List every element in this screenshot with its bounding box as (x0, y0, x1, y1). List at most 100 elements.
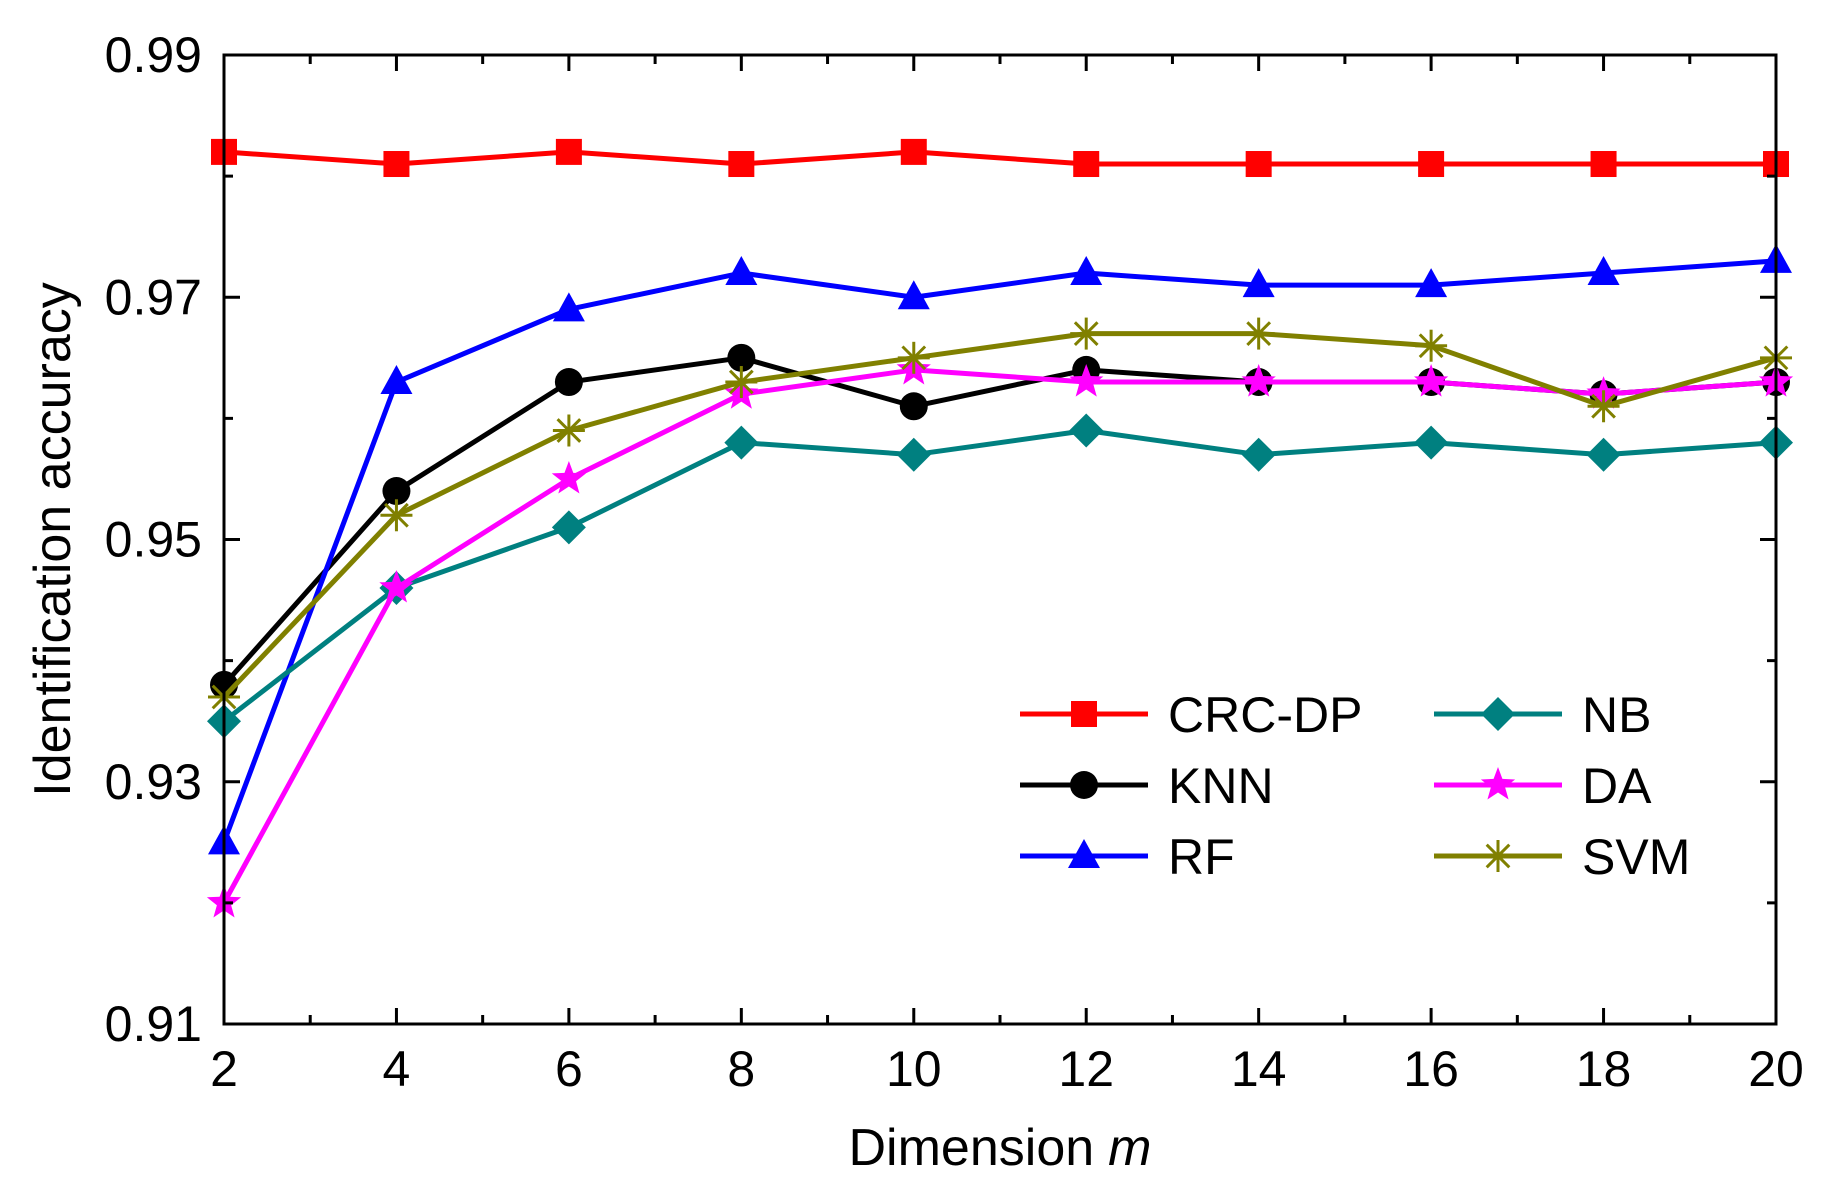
legend-item-crc-dp: CRC-DP (1020, 687, 1362, 743)
data-point-da (1241, 364, 1276, 397)
x-tick-label: 14 (1231, 1041, 1287, 1097)
data-point-nb (551, 510, 586, 545)
legend-item-da: DA (1434, 758, 1652, 814)
data-point-svm (897, 341, 930, 374)
y-tick-label: 0.95 (105, 512, 202, 568)
marker-stroke (1591, 393, 1616, 419)
marker-stroke (1073, 321, 1099, 346)
legend-label-knn: KNN (1168, 758, 1274, 814)
data-point-svm (380, 499, 413, 532)
data-point-rf (1587, 256, 1620, 286)
series-svm (208, 317, 1792, 713)
series-knn (210, 343, 1790, 699)
data-point-svm (1070, 317, 1103, 350)
data-point-nb (1414, 425, 1449, 460)
series-rf (208, 243, 1792, 855)
x-tick-label: 16 (1403, 1041, 1459, 1097)
series-nb (207, 413, 1793, 739)
x-axis-title: Dimension m (849, 1119, 1152, 1177)
data-point-da (551, 460, 587, 494)
legend-item-knn: KNN (1020, 758, 1274, 814)
series-line-nb (222, 427, 1777, 724)
data-point-svm (552, 414, 585, 447)
legend-marker-rf (1068, 839, 1100, 868)
x-tick-label: 18 (1576, 1041, 1632, 1097)
y-tick-label: 0.97 (105, 269, 202, 325)
legend-label-svm: SVM (1582, 829, 1690, 885)
x-tick-label: 8 (727, 1041, 755, 1097)
series-line-rf (221, 258, 1777, 844)
data-point-nb (724, 425, 759, 460)
data-point-rf (1070, 256, 1103, 286)
legend-marker-da (1480, 767, 1516, 800)
series-crc-dp (211, 138, 1789, 178)
legend-item-svm: SVM (1434, 829, 1690, 885)
x-tick-label: 12 (1058, 1041, 1114, 1097)
legend-marker-knn (1070, 771, 1098, 799)
marker-stroke (728, 369, 754, 395)
data-point-rf (380, 365, 413, 395)
marker-stroke (1246, 321, 1272, 346)
data-point-da (1413, 364, 1449, 397)
data-point-crc-dp (728, 151, 755, 178)
legend: CRC-DP KNN RF NB DA SVM (1020, 687, 1690, 885)
data-point-rf (552, 292, 585, 322)
marker-stroke (384, 502, 409, 528)
y-axis-title: Identification accuracy (24, 282, 82, 797)
x-tick-label: 10 (886, 1041, 942, 1097)
data-point-rf (1242, 268, 1275, 298)
data-point-svm (725, 366, 758, 399)
data-point-nb (1241, 437, 1276, 472)
data-point-nb (1069, 413, 1104, 448)
legend-item-nb: NB (1434, 687, 1651, 743)
legend-marker-svm (1482, 840, 1514, 872)
data-point-crc-dp (383, 151, 410, 178)
legend-label-da: DA (1582, 758, 1652, 814)
plot-frame (222, 53, 1778, 1026)
marker-stroke (556, 418, 582, 443)
x-tick-label: 4 (383, 1041, 411, 1097)
data-point-svm (1242, 317, 1275, 350)
data-point-nb (896, 437, 931, 472)
x-tick-label: 2 (210, 1041, 238, 1097)
axis-ticks (222, 53, 1778, 1026)
legend-item-rf: RF (1020, 829, 1235, 885)
data-point-svm (1587, 390, 1620, 423)
legend-label-nb: NB (1582, 687, 1651, 743)
data-point-crc-dp (1245, 151, 1272, 178)
y-tick-label: 0.93 (105, 754, 202, 810)
x-axis-title-variable: m (1108, 1119, 1151, 1177)
data-point-da (1069, 364, 1104, 397)
series-line-knn (222, 355, 1777, 687)
series-da (206, 351, 1794, 918)
data-point-crc-dp (1418, 151, 1445, 178)
data-point-crc-dp (900, 138, 927, 165)
x-tick-label: 20 (1748, 1041, 1804, 1097)
marker-stroke (901, 345, 927, 371)
x-tick-label: 6 (555, 1041, 583, 1097)
tick-labels: 2 4 6 8 10 12 14 16 18 20 0.91 0.93 0.95 0.97 0.99 (105, 27, 1804, 1097)
y-tick-label: 0.91 (105, 996, 202, 1052)
legend-label-crc-dp: CRC-DP (1168, 687, 1362, 743)
legend-marker-nb (1481, 697, 1515, 731)
data-point-svm (1415, 329, 1448, 362)
data-point-crc-dp (555, 138, 582, 165)
data-point-nb (1586, 437, 1621, 472)
marker-stroke (1485, 843, 1511, 869)
data-point-da (379, 569, 414, 603)
data-point-rf (897, 280, 930, 310)
x-axis-title-text: Dimension (849, 1119, 1095, 1177)
marker-stroke (1418, 333, 1444, 359)
series-layer (206, 138, 1794, 918)
data-point-knn (899, 392, 928, 421)
y-tick-label: 0.99 (105, 27, 202, 83)
data-point-rf (1415, 268, 1448, 298)
data-point-rf (725, 256, 758, 286)
data-point-knn (554, 368, 583, 397)
legend-marker-crc-dp (1071, 701, 1097, 727)
data-point-crc-dp (1590, 151, 1617, 178)
data-point-knn (727, 343, 756, 372)
data-point-knn (382, 477, 411, 506)
data-point-crc-dp (1073, 151, 1100, 178)
